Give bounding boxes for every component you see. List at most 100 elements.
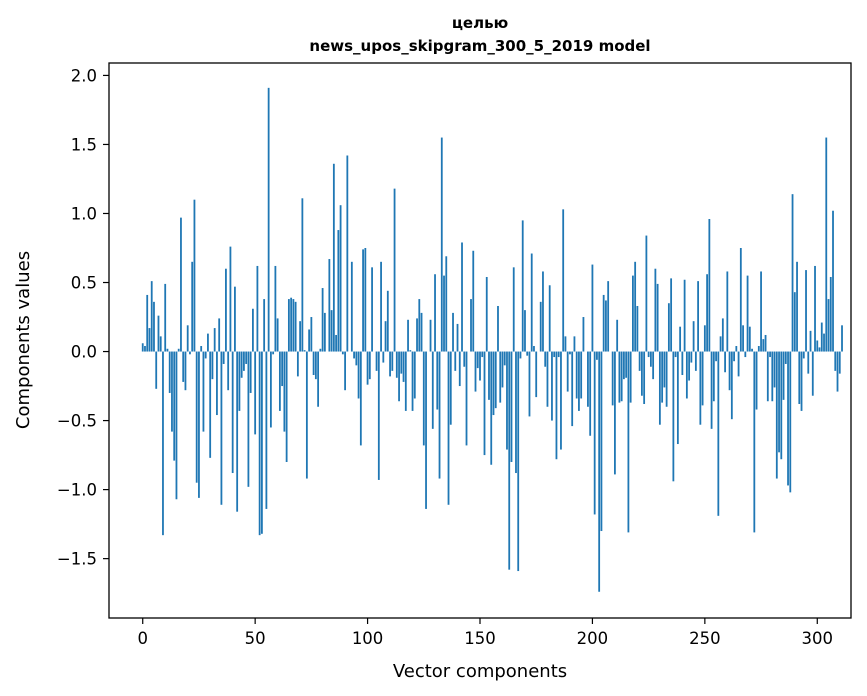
bar-149 xyxy=(476,351,479,369)
bar-71 xyxy=(301,198,304,352)
bar-173 xyxy=(530,253,533,352)
bar-253 xyxy=(710,351,713,429)
bar-174 xyxy=(533,346,535,352)
bar-67 xyxy=(292,299,295,352)
bar-19 xyxy=(184,351,187,391)
bar-154 xyxy=(488,351,490,400)
bar-204 xyxy=(600,351,603,532)
bar-36 xyxy=(222,351,225,364)
bar-236 xyxy=(672,351,675,482)
bar-196 xyxy=(582,317,585,352)
bar-292 xyxy=(798,351,801,404)
bar-26 xyxy=(200,346,203,352)
bar-17 xyxy=(180,217,182,352)
bar-213 xyxy=(620,351,623,402)
bar-2 xyxy=(146,294,149,352)
bar-53 xyxy=(261,351,263,534)
y-tick-label-2: −0.5 xyxy=(57,412,97,431)
chart-title: целью xyxy=(452,14,508,32)
bar-136 xyxy=(447,351,450,505)
bar-44 xyxy=(240,351,243,378)
bar-251 xyxy=(706,274,708,352)
bar-52 xyxy=(258,351,261,536)
bar-1 xyxy=(144,346,146,352)
bar-291 xyxy=(796,261,798,352)
bar-55 xyxy=(265,351,268,509)
bar-245 xyxy=(692,321,695,352)
chart-subtitle: news_upos_skipgram_300_5_2019 model xyxy=(309,37,650,55)
bar-261 xyxy=(728,351,731,391)
bar-231 xyxy=(661,351,664,403)
bar-41 xyxy=(234,286,236,352)
bar-166 xyxy=(515,351,517,474)
bar-266 xyxy=(739,248,742,352)
bar-125 xyxy=(422,351,425,446)
bar-110 xyxy=(389,351,391,377)
bar-290 xyxy=(793,292,796,352)
bar-274 xyxy=(757,346,760,352)
bar-246 xyxy=(694,351,697,371)
bar-311 xyxy=(841,325,843,352)
bar-304 xyxy=(825,137,828,352)
bar-265 xyxy=(737,351,740,377)
bar-25 xyxy=(198,351,200,498)
bar-206 xyxy=(605,300,607,352)
bar-157 xyxy=(494,351,497,409)
bar-200 xyxy=(591,264,594,352)
bar-263 xyxy=(733,351,735,362)
bar-212 xyxy=(618,351,621,403)
bar-158 xyxy=(497,305,499,352)
bar-69 xyxy=(296,351,299,377)
bar-112 xyxy=(393,188,396,352)
bar-129 xyxy=(431,351,434,429)
bar-250 xyxy=(703,325,706,352)
bar-240 xyxy=(681,351,684,376)
bar-27 xyxy=(202,351,205,432)
y-axis-label: Components values xyxy=(13,251,34,429)
x-tick-label-0: 0 xyxy=(137,629,148,648)
bar-180 xyxy=(546,351,549,407)
bar-255 xyxy=(715,351,717,362)
bar-16 xyxy=(177,348,180,352)
bar-57 xyxy=(269,351,272,428)
bar-150 xyxy=(479,351,481,381)
bar-167 xyxy=(517,351,520,572)
bar-241 xyxy=(683,279,686,352)
bar-106 xyxy=(380,261,382,352)
bar-115 xyxy=(400,351,403,374)
bar-35 xyxy=(220,351,223,505)
bar-269 xyxy=(746,275,749,352)
bar-117 xyxy=(404,351,407,411)
bar-198 xyxy=(587,351,589,407)
bar-21 xyxy=(189,351,191,355)
bar-298 xyxy=(811,351,814,396)
bar-11 xyxy=(166,348,169,352)
bar-131 xyxy=(436,351,439,410)
bar-74 xyxy=(308,329,311,352)
bar-75 xyxy=(310,317,313,352)
bar-260 xyxy=(726,271,729,352)
bar-142 xyxy=(461,242,463,352)
bar-28 xyxy=(204,351,207,359)
bar-225 xyxy=(647,351,650,358)
bar-30 xyxy=(209,351,212,458)
bar-83 xyxy=(328,259,331,352)
bar-0 xyxy=(141,343,144,352)
bar-223 xyxy=(643,351,646,404)
bar-9 xyxy=(162,351,164,536)
bar-268 xyxy=(744,351,747,358)
bar-146 xyxy=(470,299,472,352)
bar-160 xyxy=(501,351,504,388)
bar-178 xyxy=(542,271,544,352)
bar-140 xyxy=(456,323,459,352)
bar-254 xyxy=(712,351,715,402)
bar-184 xyxy=(555,351,558,460)
bar-13 xyxy=(171,351,173,432)
bar-209 xyxy=(611,351,614,406)
bar-48 xyxy=(249,351,252,393)
bar-123 xyxy=(418,299,421,352)
bar-163 xyxy=(508,351,511,570)
bar-297 xyxy=(809,330,812,352)
bar-5 xyxy=(153,301,155,352)
bar-159 xyxy=(499,351,502,403)
